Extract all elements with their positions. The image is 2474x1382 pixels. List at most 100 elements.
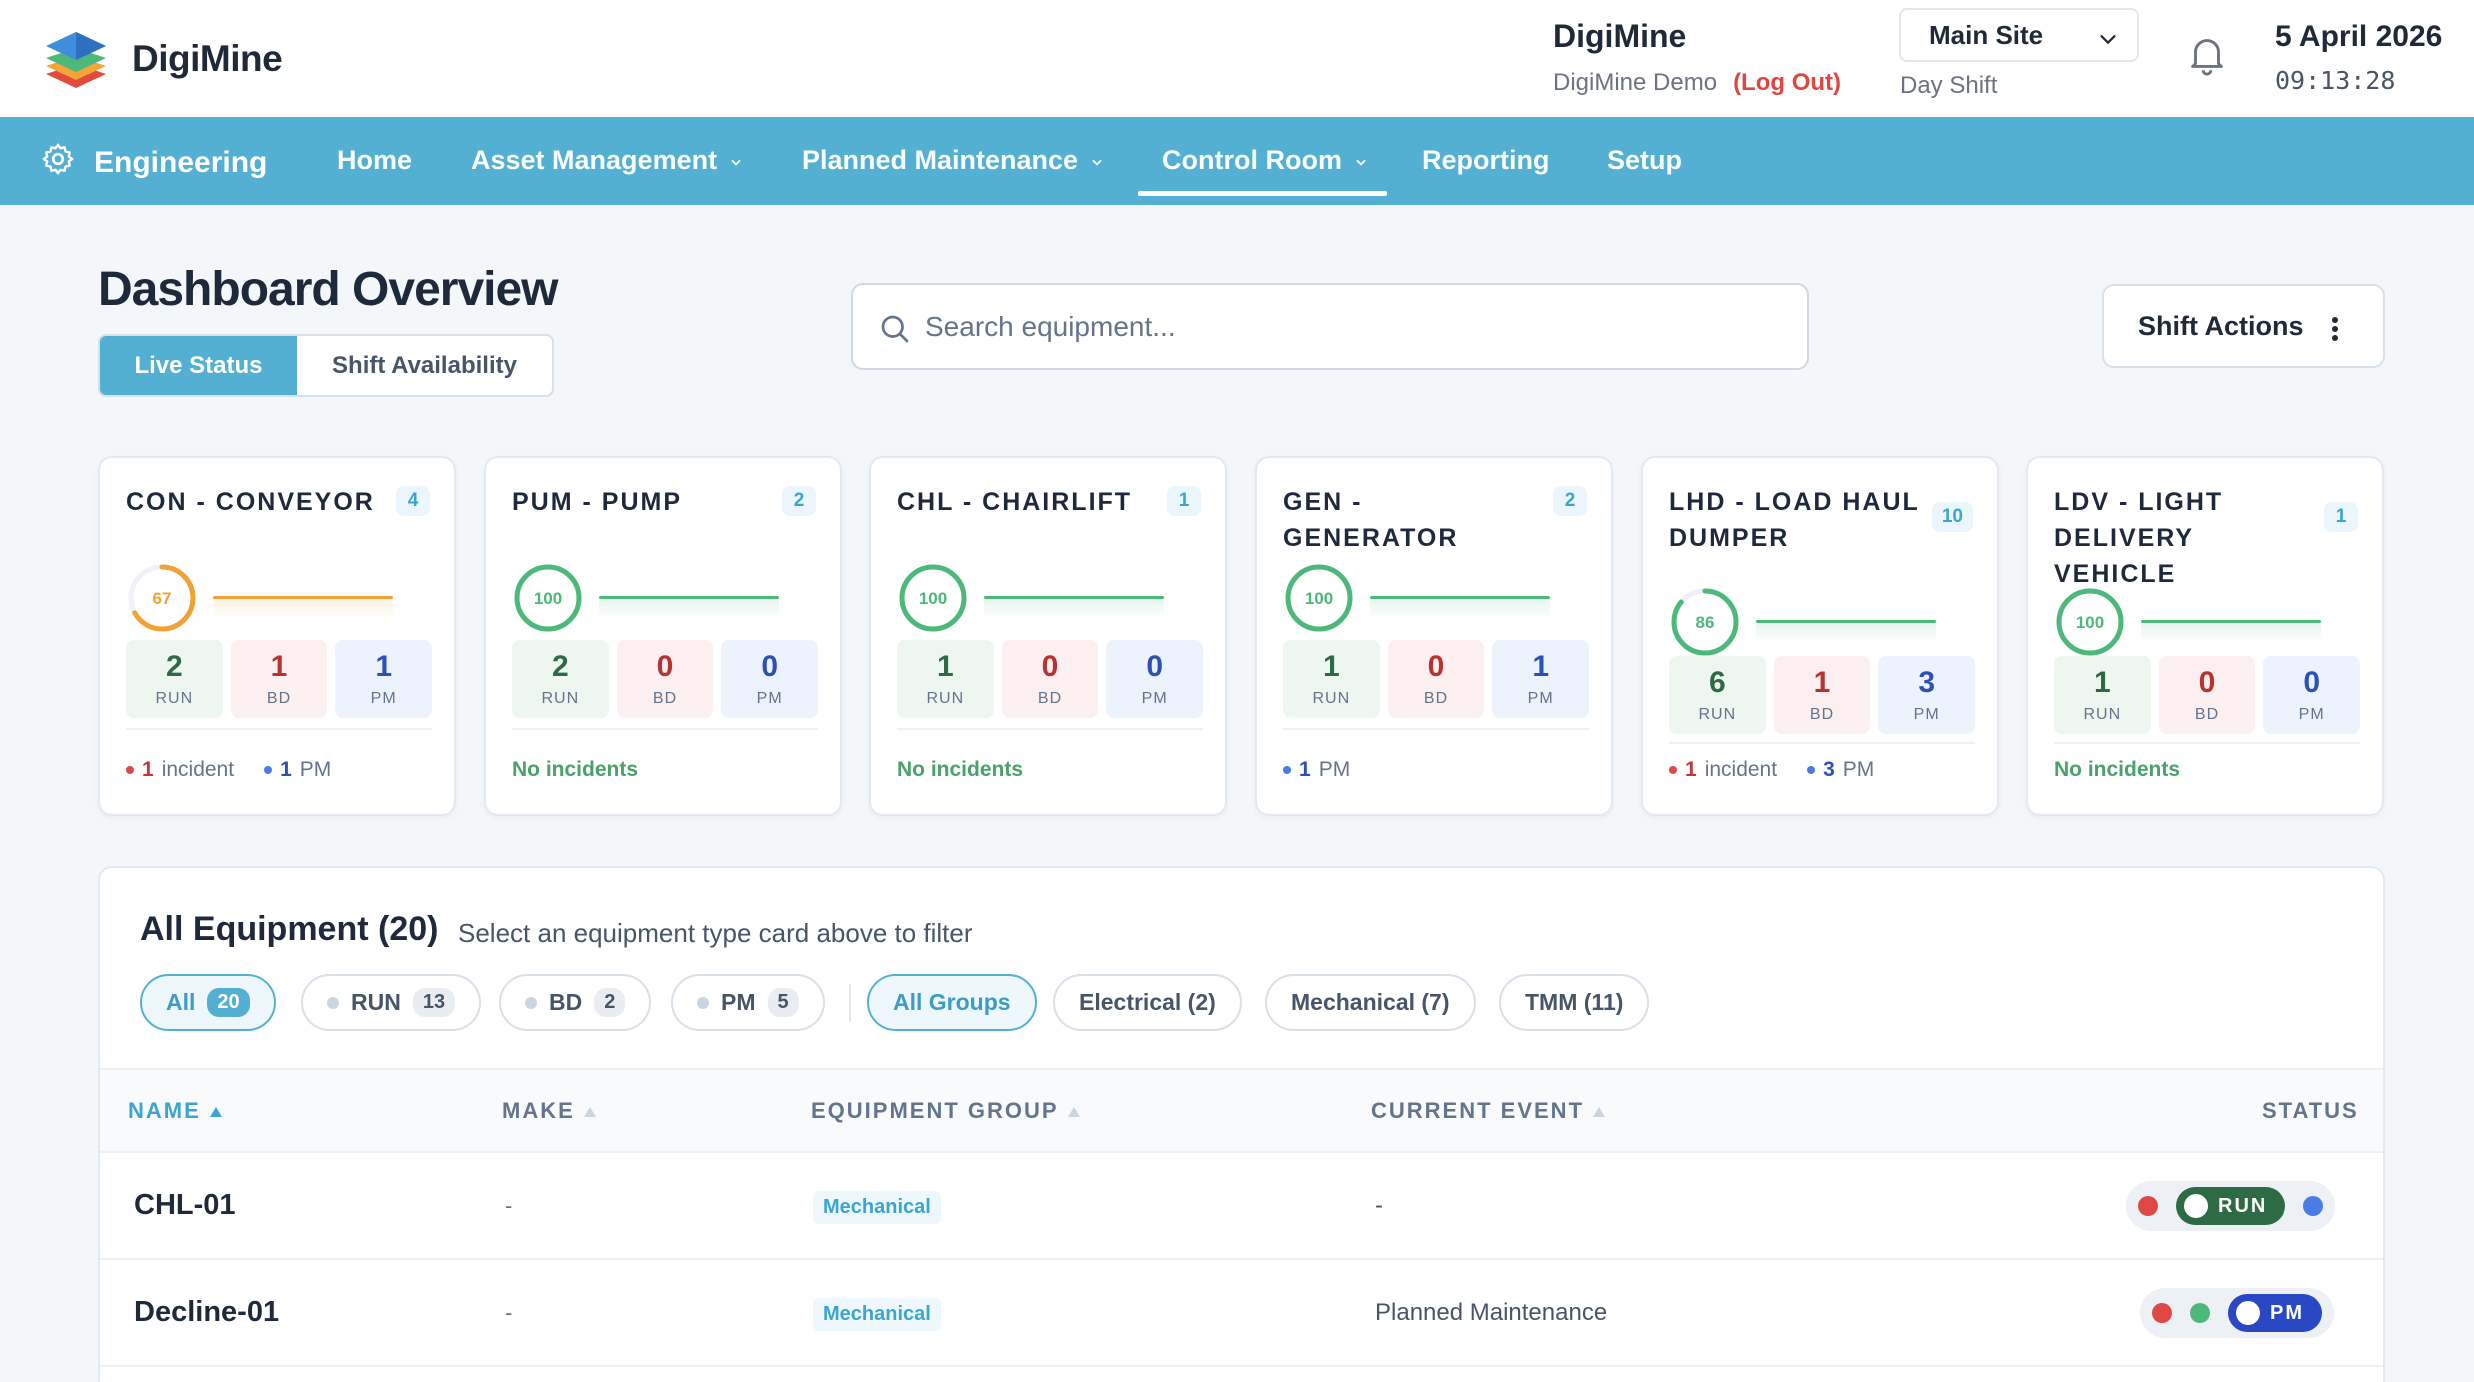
shift-actions-label: Shift Actions: [2138, 310, 2304, 341]
nav-label: Reporting: [1422, 145, 1550, 175]
pm-count-tile[interactable]: 1 PM: [1492, 640, 1590, 718]
bell-icon[interactable]: [2184, 31, 2230, 82]
pm-dot: [264, 766, 273, 774]
pm-dot: [1807, 766, 1816, 774]
bd-count: 1: [1813, 666, 1831, 699]
no-incidents-text: No incidents: [512, 758, 639, 781]
card-title: LDV - LIGHT DELIVERY VEHICLE: [2054, 488, 2224, 588]
table-row[interactable]: CHL-01 - Mechanical - RUN: [100, 1153, 2383, 1260]
status-counts: 6 RUN 1 BD 3 PM: [1669, 656, 1976, 734]
nav-control-room[interactable]: Control Room: [1162, 145, 1368, 176]
filter-bd[interactable]: BD 2: [499, 974, 652, 1031]
filter-divider: [849, 984, 851, 1022]
filter-electrical[interactable]: Electrical (2): [1053, 974, 1242, 1031]
pm-count-tile[interactable]: 0 PM: [721, 640, 819, 718]
pm-count: 0: [1146, 650, 1164, 683]
table-row[interactable]: Decline-01 - Mechanical Planned Maintena…: [100, 1260, 2383, 1367]
column-name[interactable]: NAME: [128, 1098, 223, 1124]
nav-asset-management[interactable]: Asset Management: [471, 145, 743, 176]
site-select[interactable]: Main Site: [1899, 8, 2139, 62]
equipment-group-badge: Mechanical: [813, 1298, 941, 1331]
nav-home[interactable]: Home: [337, 145, 412, 176]
bd-count-tile[interactable]: 0 BD: [616, 640, 714, 718]
card-conveyor[interactable]: CON - CONVEYOR 4 67 2 RUN 1 BD 1 PM 1 incide…: [98, 456, 456, 816]
run-count-tile[interactable]: 6 RUN: [1669, 656, 1766, 734]
filter-tmm[interactable]: TMM (11): [1499, 974, 1650, 1031]
card-divider: [2054, 742, 2360, 744]
run-label: RUN: [1312, 690, 1351, 707]
bd-count-tile[interactable]: 0 BD: [1387, 640, 1485, 718]
nav-setup[interactable]: Setup: [1607, 145, 1682, 176]
status-toggle[interactable]: RUN: [2126, 1181, 2336, 1231]
run-count-tile[interactable]: 1 RUN: [1283, 640, 1380, 718]
card-title: PUM - PUMP: [512, 488, 682, 516]
module-switcher[interactable]: Engineering: [40, 141, 267, 185]
pm-count-tile[interactable]: 0 PM: [1106, 640, 1204, 718]
card-divider: [1283, 728, 1589, 730]
gauge-value: 100: [534, 589, 562, 608]
pm-count-tile[interactable]: 3 PM: [1878, 656, 1976, 734]
status-pm-button[interactable]: PM: [2228, 1294, 2322, 1332]
filter-all-groups[interactable]: All Groups: [867, 974, 1037, 1031]
status-label: RUN: [2218, 1194, 2268, 1217]
pm-label: PM: [1141, 690, 1168, 707]
card-footer: No incidents: [897, 758, 1023, 782]
search-input[interactable]: [925, 310, 1725, 343]
chevron-down-icon: [1354, 145, 1368, 176]
run-count-tile[interactable]: 2 RUN: [126, 640, 223, 718]
run-count-tile[interactable]: 1 RUN: [897, 640, 994, 718]
pm-label: PM: [1527, 690, 1554, 707]
pm-label: PM: [2298, 706, 2325, 723]
card-generator[interactable]: GEN - GENERATOR 2 100 1 RUN 0 BD 1 PM 1 PM: [1255, 456, 1613, 816]
card-chairlift[interactable]: CHL - CHAIRLIFT 1 100 1 RUN 0 BD 0 PM No in…: [869, 456, 1227, 816]
tab-live-status[interactable]: Live Status: [100, 336, 297, 395]
equipment-name[interactable]: CHL-01: [134, 1189, 236, 1221]
incident-count: 1: [142, 758, 154, 781]
column-make[interactable]: MAKE: [502, 1098, 597, 1124]
set-run-dot[interactable]: [2190, 1303, 2210, 1323]
set-bd-dot[interactable]: [2138, 1196, 2158, 1216]
card-title: CHL - CHAIRLIFT: [897, 488, 1133, 516]
card-light-delivery-vehicle[interactable]: LDV - LIGHT DELIVERY VEHICLE 1 100 1 RUN …: [2026, 456, 2384, 816]
bd-count-tile[interactable]: 1 BD: [1773, 656, 1871, 734]
pm-count-tile[interactable]: 1 PM: [335, 640, 433, 718]
column-equipment-group[interactable]: EQUIPMENT GROUP: [811, 1098, 1081, 1124]
logout-link[interactable]: (Log Out): [1733, 69, 1842, 96]
run-label: RUN: [2083, 706, 2122, 723]
shift-actions-button[interactable]: Shift Actions: [2102, 284, 2385, 368]
run-label: RUN: [541, 690, 580, 707]
nav-planned-maintenance[interactable]: Planned Maintenance: [802, 145, 1104, 176]
filter-mechanical[interactable]: Mechanical (7): [1265, 974, 1476, 1031]
nav-reporting[interactable]: Reporting: [1422, 145, 1550, 176]
no-incidents-text: No incidents: [2054, 758, 2181, 781]
filter-count: 13: [412, 988, 456, 1017]
gauge-value: 100: [919, 589, 947, 608]
bd-count-tile[interactable]: 0 BD: [1001, 640, 1099, 718]
trend-sparkline-fill: [2141, 623, 2321, 643]
brand[interactable]: DigiMine: [40, 20, 283, 97]
bd-count-tile[interactable]: 0 BD: [2158, 656, 2256, 734]
column-label: CURRENT EVENT: [1371, 1098, 1585, 1123]
pm-count-tile[interactable]: 0 PM: [2263, 656, 2361, 734]
card-pump[interactable]: PUM - PUMP 2 100 2 RUN 0 BD 0 PM No inciden…: [484, 456, 842, 816]
filter-all[interactable]: All 20: [140, 974, 276, 1031]
run-count-tile[interactable]: 2 RUN: [512, 640, 609, 718]
column-status: STATUS: [2262, 1098, 2359, 1123]
status-run-button[interactable]: RUN: [2176, 1187, 2286, 1225]
tab-shift-availability[interactable]: Shift Availability: [332, 351, 517, 379]
run-count-tile[interactable]: 1 RUN: [2054, 656, 2151, 734]
top-header: DigiMine DigiMine DigiMine Demo (Log Out)…: [0, 0, 2474, 117]
run-label: RUN: [1698, 706, 1737, 723]
filter-pm[interactable]: PM 5: [671, 974, 825, 1031]
filter-run[interactable]: RUN 13: [301, 974, 482, 1031]
equipment-name[interactable]: Decline-01: [134, 1296, 280, 1328]
filter-count: 5: [767, 988, 799, 1017]
column-current-event[interactable]: CURRENT EVENT: [1371, 1098, 1606, 1124]
set-pm-dot[interactable]: [2303, 1196, 2324, 1216]
equipment-make: -: [505, 1300, 513, 1325]
bd-count-tile[interactable]: 1 BD: [230, 640, 328, 718]
set-bd-dot[interactable]: [2152, 1303, 2172, 1323]
status-toggle[interactable]: PM: [2140, 1288, 2334, 1338]
filter-label: BD: [549, 989, 583, 1015]
